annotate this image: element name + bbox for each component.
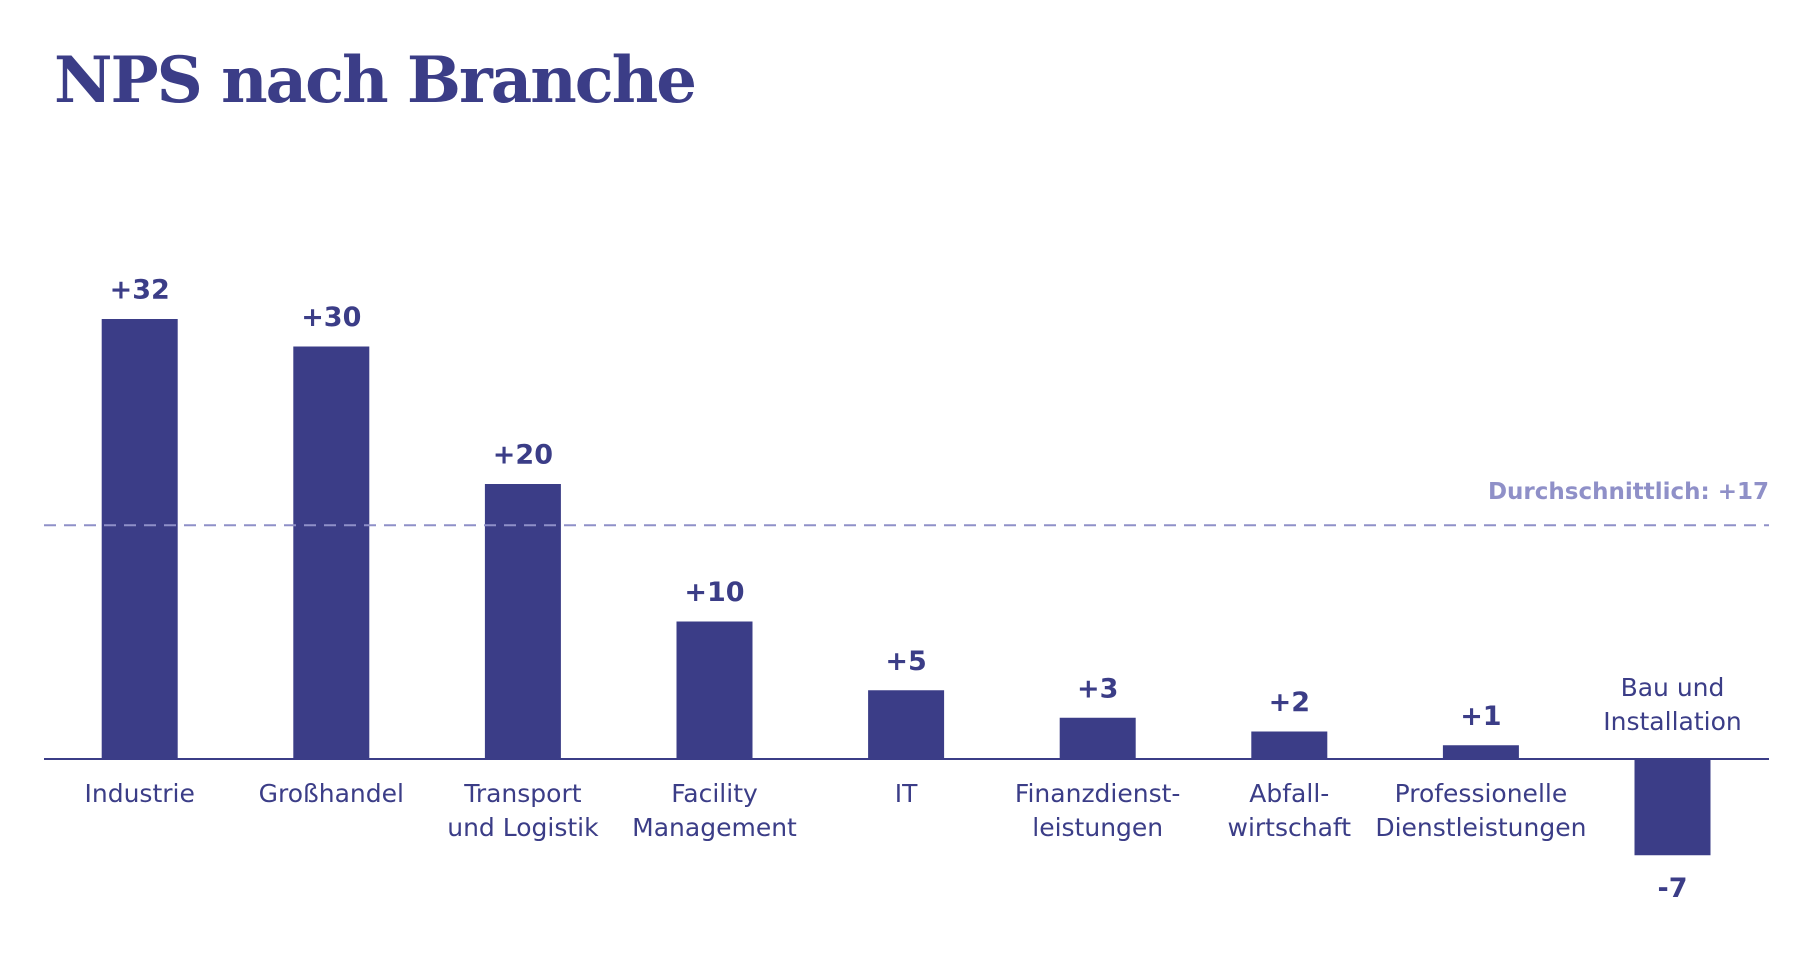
value-label: +20	[493, 440, 553, 471]
x-tick-label: Transport	[463, 779, 582, 808]
value-label: +1	[1460, 701, 1501, 732]
x-tick-label: Management	[632, 813, 797, 842]
bar	[484, 484, 561, 759]
bar	[676, 621, 753, 759]
x-tick-label: Bau und	[1621, 673, 1725, 702]
bar	[1634, 759, 1711, 856]
x-tick-label: Finanzdienst-	[1015, 779, 1181, 808]
x-tick-label: Professionelle	[1395, 779, 1568, 808]
x-tick-label: Abfall-	[1249, 779, 1329, 808]
value-label: -7	[1658, 873, 1688, 904]
reference-label: Durchschnittlich: +17	[1488, 479, 1769, 505]
value-label: +30	[301, 302, 361, 333]
value-label: +3	[1077, 673, 1118, 704]
x-tick-label: Industrie	[85, 779, 195, 808]
value-label: +10	[684, 577, 744, 608]
x-tick-label: Installation	[1603, 707, 1741, 736]
x-tick-label: Dienstleistungen	[1375, 813, 1586, 842]
bar	[293, 346, 370, 759]
value-label: +5	[885, 646, 926, 677]
x-tick-label: Großhandel	[259, 779, 404, 808]
bar	[101, 319, 178, 759]
bar	[1251, 731, 1328, 759]
value-label: +2	[1269, 687, 1310, 718]
chart-title: NPS nach Branche	[54, 43, 695, 118]
x-tick-label: Facility	[671, 779, 758, 808]
value-label: +32	[110, 275, 170, 306]
bar	[868, 690, 945, 759]
x-tick-label: wirtschaft	[1228, 813, 1352, 842]
x-tick-label: und Logistik	[447, 813, 599, 842]
x-tick-label: leistungen	[1032, 813, 1163, 842]
bar	[1059, 717, 1136, 759]
x-tick-label: IT	[895, 779, 918, 808]
bar	[1442, 745, 1519, 759]
